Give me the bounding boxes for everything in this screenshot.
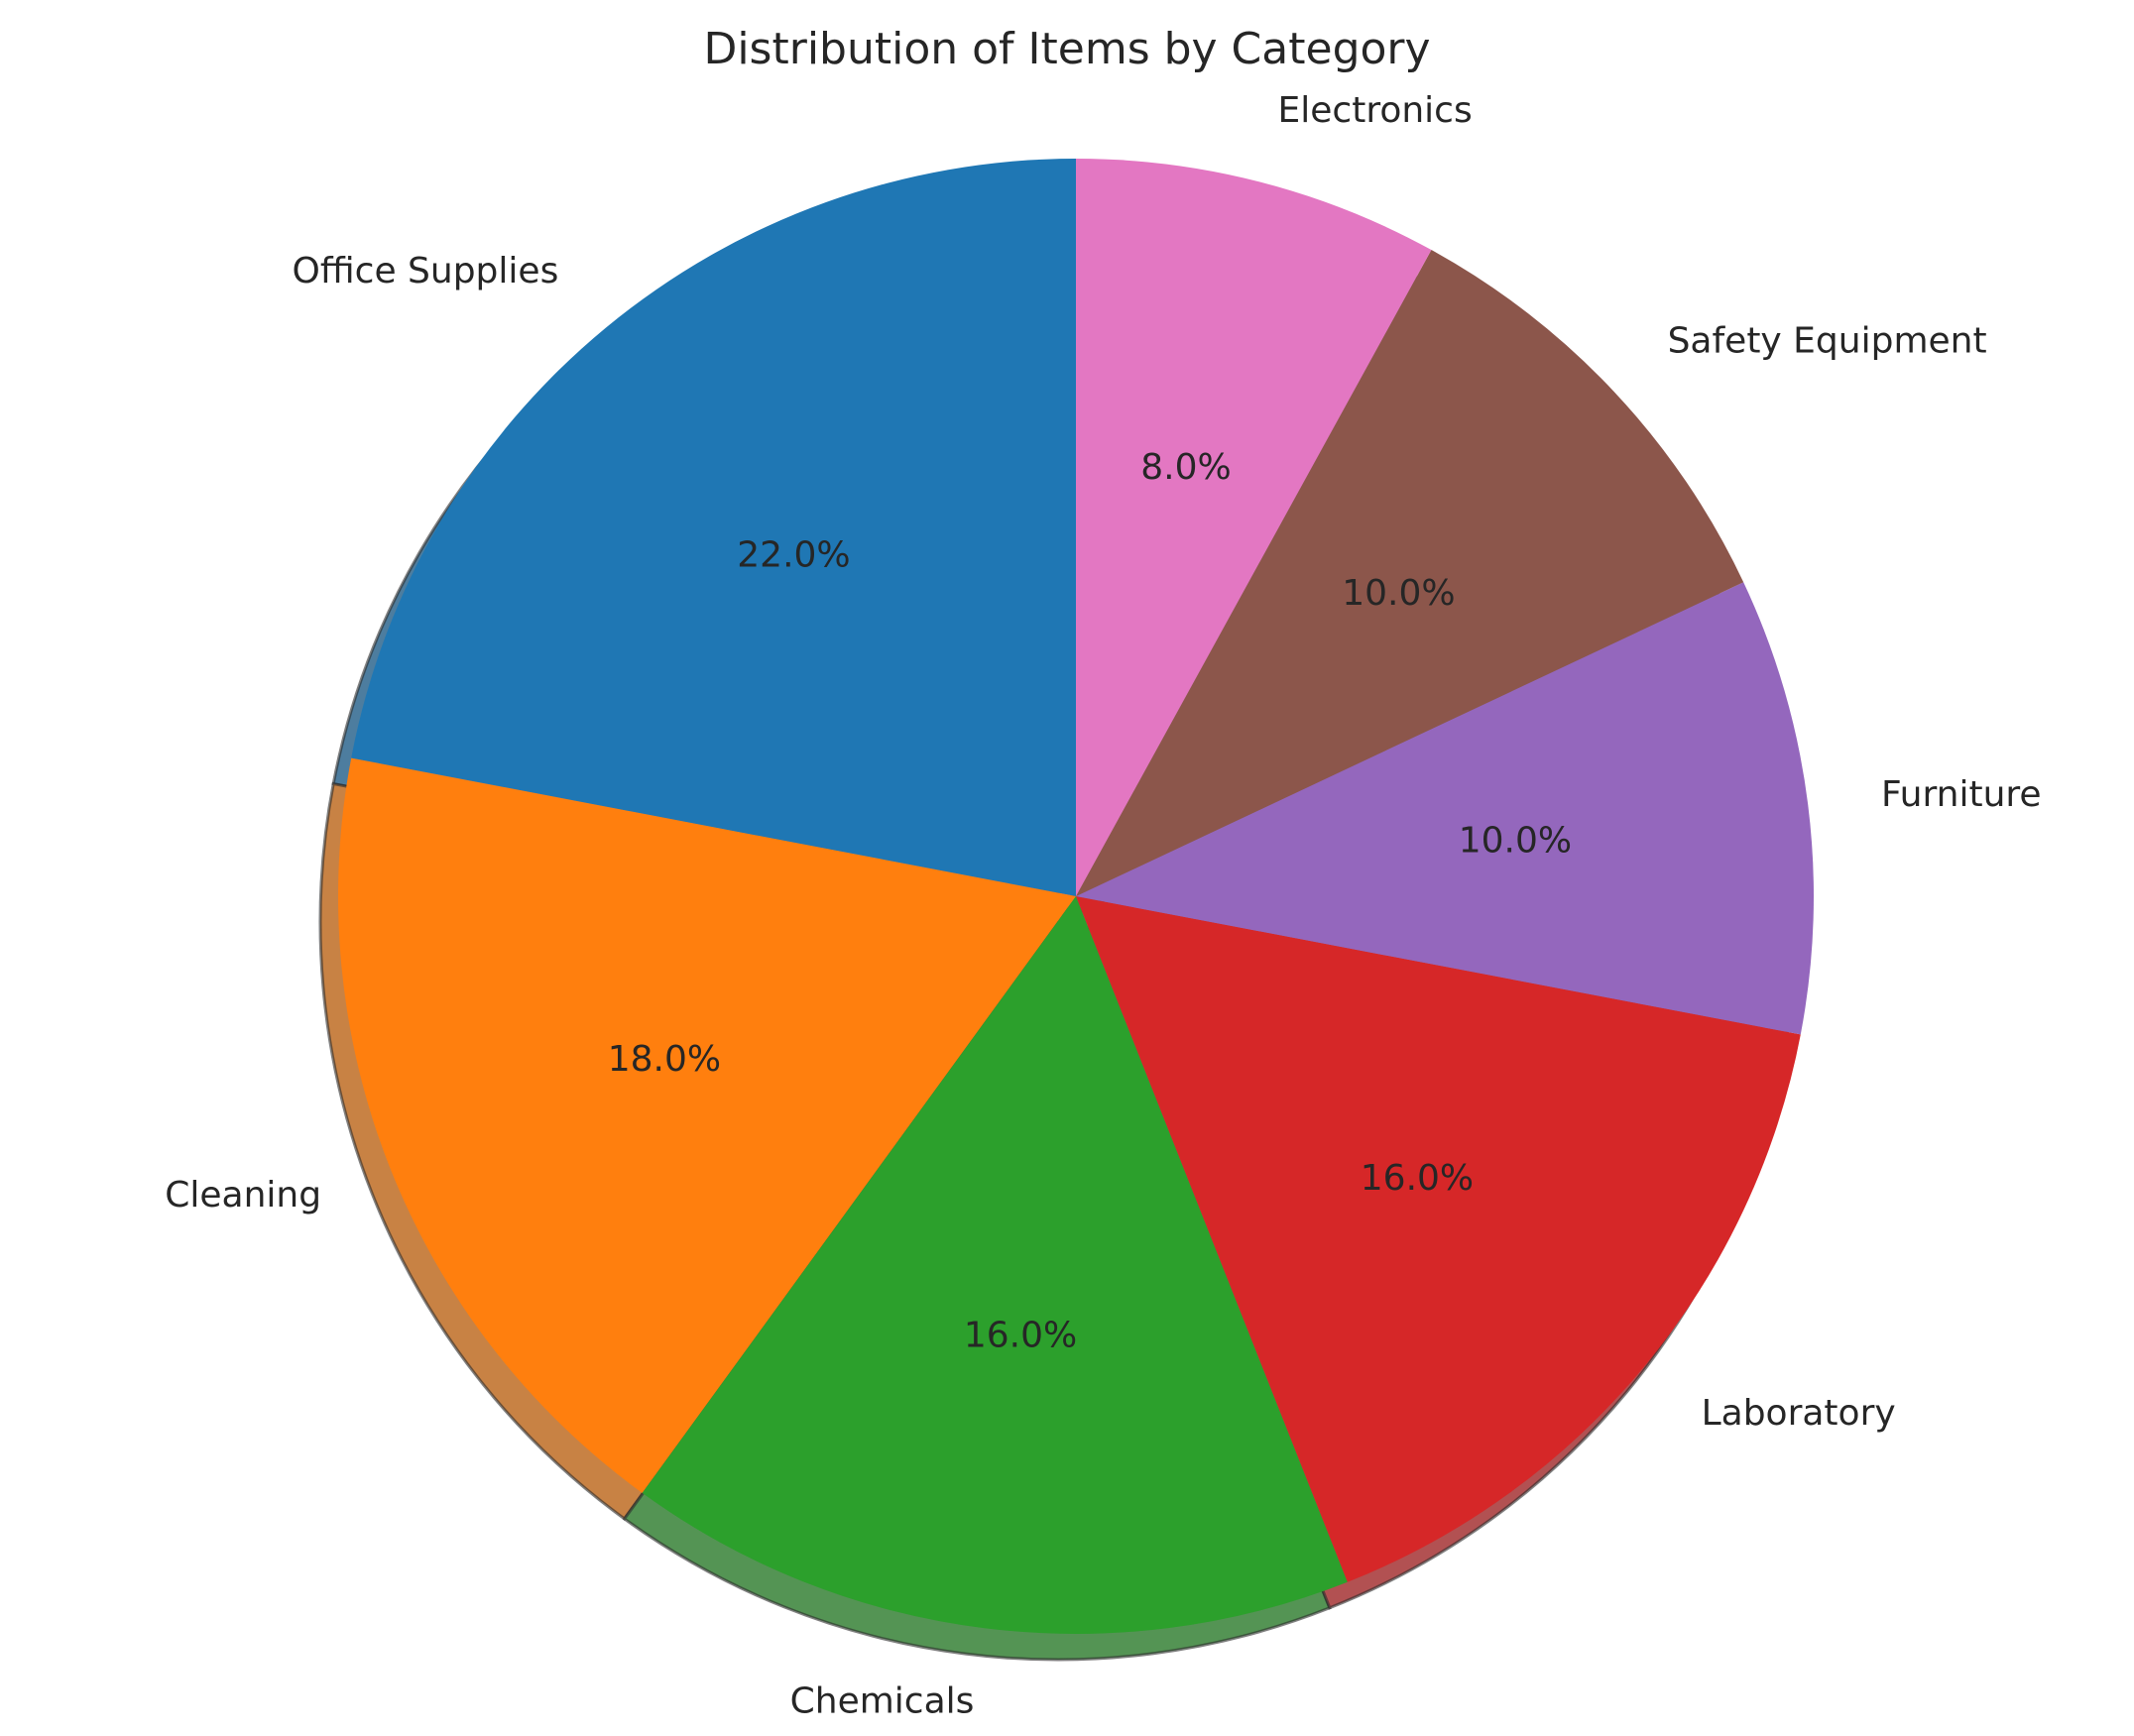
pie-slice-electronics bbox=[1076, 159, 1432, 896]
pct-label-cleaning: 18.0% bbox=[608, 1039, 721, 1080]
chart-title: Distribution of Items by Category bbox=[703, 24, 1430, 74]
slice-label-cleaning: Cleaning bbox=[165, 1175, 321, 1215]
slice-label-furniture: Furniture bbox=[1881, 774, 2042, 815]
pie-slice-furniture bbox=[1076, 582, 1814, 1035]
slice-label-electronics: Electronics bbox=[1278, 90, 1473, 131]
slice-label-safety-equipment: Safety Equipment bbox=[1668, 320, 1987, 361]
slice-label-laboratory: Laboratory bbox=[1702, 1393, 1896, 1434]
pie-slice-laboratory bbox=[1076, 896, 1801, 1582]
slice-label-chemicals: Chemicals bbox=[790, 1680, 975, 1721]
slice-label-office-supplies: Office Supplies bbox=[293, 251, 559, 291]
pct-label-safety-equipment: 10.0% bbox=[1342, 573, 1455, 614]
pct-label-office-supplies: 22.0% bbox=[737, 535, 850, 576]
pct-label-laboratory: 16.0% bbox=[1361, 1158, 1474, 1199]
slice-layer bbox=[337, 159, 1814, 1634]
pct-label-furniture: 10.0% bbox=[1459, 821, 1572, 862]
pie-slice-chemicals bbox=[642, 896, 1348, 1634]
pct-label-chemicals: 16.0% bbox=[964, 1315, 1077, 1355]
pie-slice-safety-equipment bbox=[1076, 250, 1744, 896]
pie-slice-office-supplies bbox=[351, 159, 1076, 896]
label-layer: Office Supplies 22.0% Cleaning 18.0% Chemica… bbox=[165, 90, 2041, 1722]
pct-label-electronics: 8.0% bbox=[1140, 447, 1231, 488]
pie-slice-cleaning bbox=[337, 757, 1076, 1493]
